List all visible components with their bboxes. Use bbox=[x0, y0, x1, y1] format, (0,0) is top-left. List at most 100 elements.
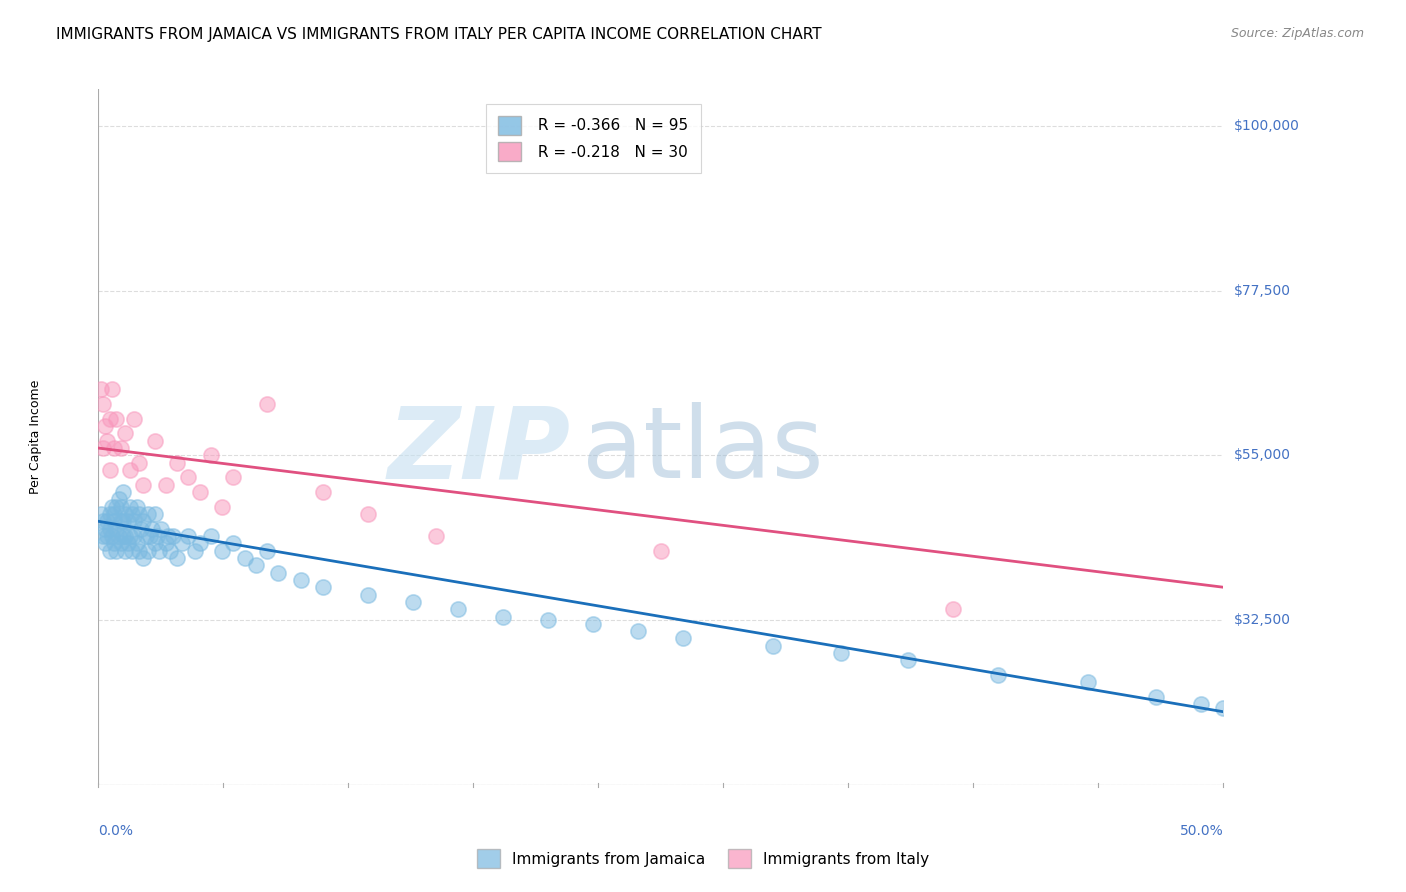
Point bbox=[357, 507, 380, 521]
Point bbox=[897, 653, 920, 667]
Point bbox=[159, 543, 181, 558]
Point bbox=[101, 383, 124, 397]
Point bbox=[118, 463, 141, 477]
Point bbox=[170, 536, 193, 550]
Text: Source: ZipAtlas.com: Source: ZipAtlas.com bbox=[1230, 27, 1364, 40]
Point bbox=[1189, 698, 1212, 712]
Point bbox=[1212, 701, 1234, 715]
Point bbox=[117, 536, 139, 550]
Point bbox=[114, 543, 136, 558]
Point bbox=[166, 550, 188, 565]
Text: 0.0%: 0.0% bbox=[98, 824, 134, 838]
Text: atlas: atlas bbox=[582, 402, 824, 500]
Point bbox=[188, 536, 211, 550]
Point bbox=[114, 529, 136, 543]
Point bbox=[110, 514, 132, 528]
Text: $100,000: $100,000 bbox=[1234, 119, 1301, 133]
Point bbox=[188, 485, 211, 500]
Point bbox=[121, 507, 143, 521]
Point bbox=[96, 434, 118, 448]
Point bbox=[91, 529, 114, 543]
Point bbox=[211, 543, 233, 558]
Point bbox=[96, 514, 118, 528]
Point bbox=[162, 529, 184, 543]
Point bbox=[650, 543, 672, 558]
Point bbox=[129, 522, 152, 536]
Point bbox=[132, 514, 155, 528]
Text: ZIP: ZIP bbox=[388, 402, 571, 500]
Text: IMMIGRANTS FROM JAMAICA VS IMMIGRANTS FROM ITALY PER CAPITA INCOME CORRELATION C: IMMIGRANTS FROM JAMAICA VS IMMIGRANTS FR… bbox=[56, 27, 823, 42]
Point bbox=[112, 485, 135, 500]
Point bbox=[98, 543, 121, 558]
Point bbox=[256, 543, 278, 558]
Point bbox=[184, 543, 207, 558]
Point bbox=[141, 522, 163, 536]
Point bbox=[830, 646, 852, 660]
Point bbox=[582, 616, 605, 631]
Point bbox=[107, 529, 129, 543]
Point bbox=[101, 529, 124, 543]
Point bbox=[114, 507, 136, 521]
Point bbox=[1392, 715, 1406, 730]
Point bbox=[1077, 675, 1099, 690]
Point bbox=[94, 419, 117, 434]
Point bbox=[150, 522, 173, 536]
Point bbox=[94, 522, 117, 536]
Point bbox=[233, 550, 256, 565]
Point bbox=[112, 514, 135, 528]
Point bbox=[256, 397, 278, 411]
Point bbox=[492, 609, 515, 624]
Point bbox=[1257, 708, 1279, 723]
Point bbox=[105, 411, 128, 425]
Point bbox=[267, 566, 290, 580]
Point bbox=[98, 411, 121, 425]
Legend:  R = -0.366   N = 95,  R = -0.218   N = 30: R = -0.366 N = 95, R = -0.218 N = 30 bbox=[486, 103, 700, 173]
Point bbox=[222, 470, 245, 484]
Point bbox=[103, 514, 125, 528]
Point bbox=[135, 529, 157, 543]
Point bbox=[155, 477, 177, 491]
Point bbox=[118, 500, 141, 514]
Point bbox=[124, 514, 146, 528]
Text: 50.0%: 50.0% bbox=[1180, 824, 1223, 838]
Point bbox=[121, 543, 143, 558]
Point bbox=[942, 602, 965, 616]
Point bbox=[139, 529, 162, 543]
Text: $77,500: $77,500 bbox=[1234, 284, 1291, 298]
Point bbox=[155, 536, 177, 550]
Point bbox=[91, 441, 114, 455]
Point bbox=[136, 543, 159, 558]
Point bbox=[112, 529, 135, 543]
Point bbox=[125, 500, 148, 514]
Point bbox=[211, 500, 233, 514]
Point bbox=[627, 624, 650, 639]
Point bbox=[143, 507, 166, 521]
Point bbox=[987, 668, 1010, 682]
Point bbox=[312, 485, 335, 500]
Legend: Immigrants from Jamaica, Immigrants from Italy: Immigrants from Jamaica, Immigrants from… bbox=[471, 843, 935, 874]
Point bbox=[110, 500, 132, 514]
Point bbox=[128, 543, 150, 558]
Point bbox=[118, 529, 141, 543]
Point bbox=[245, 558, 267, 573]
Point bbox=[90, 507, 112, 521]
Point bbox=[103, 507, 125, 521]
Point bbox=[94, 536, 117, 550]
Point bbox=[128, 456, 150, 470]
Point bbox=[166, 456, 188, 470]
Point bbox=[91, 514, 114, 528]
Point bbox=[101, 500, 124, 514]
Point bbox=[124, 411, 146, 425]
Point bbox=[425, 529, 447, 543]
Point bbox=[447, 602, 470, 616]
Point bbox=[132, 477, 155, 491]
Point bbox=[107, 492, 129, 507]
Point bbox=[105, 522, 128, 536]
Point bbox=[98, 507, 121, 521]
Point bbox=[312, 580, 335, 594]
Point bbox=[125, 536, 148, 550]
Point bbox=[117, 514, 139, 528]
Point bbox=[762, 639, 785, 653]
Point bbox=[146, 529, 169, 543]
Point bbox=[136, 507, 159, 521]
